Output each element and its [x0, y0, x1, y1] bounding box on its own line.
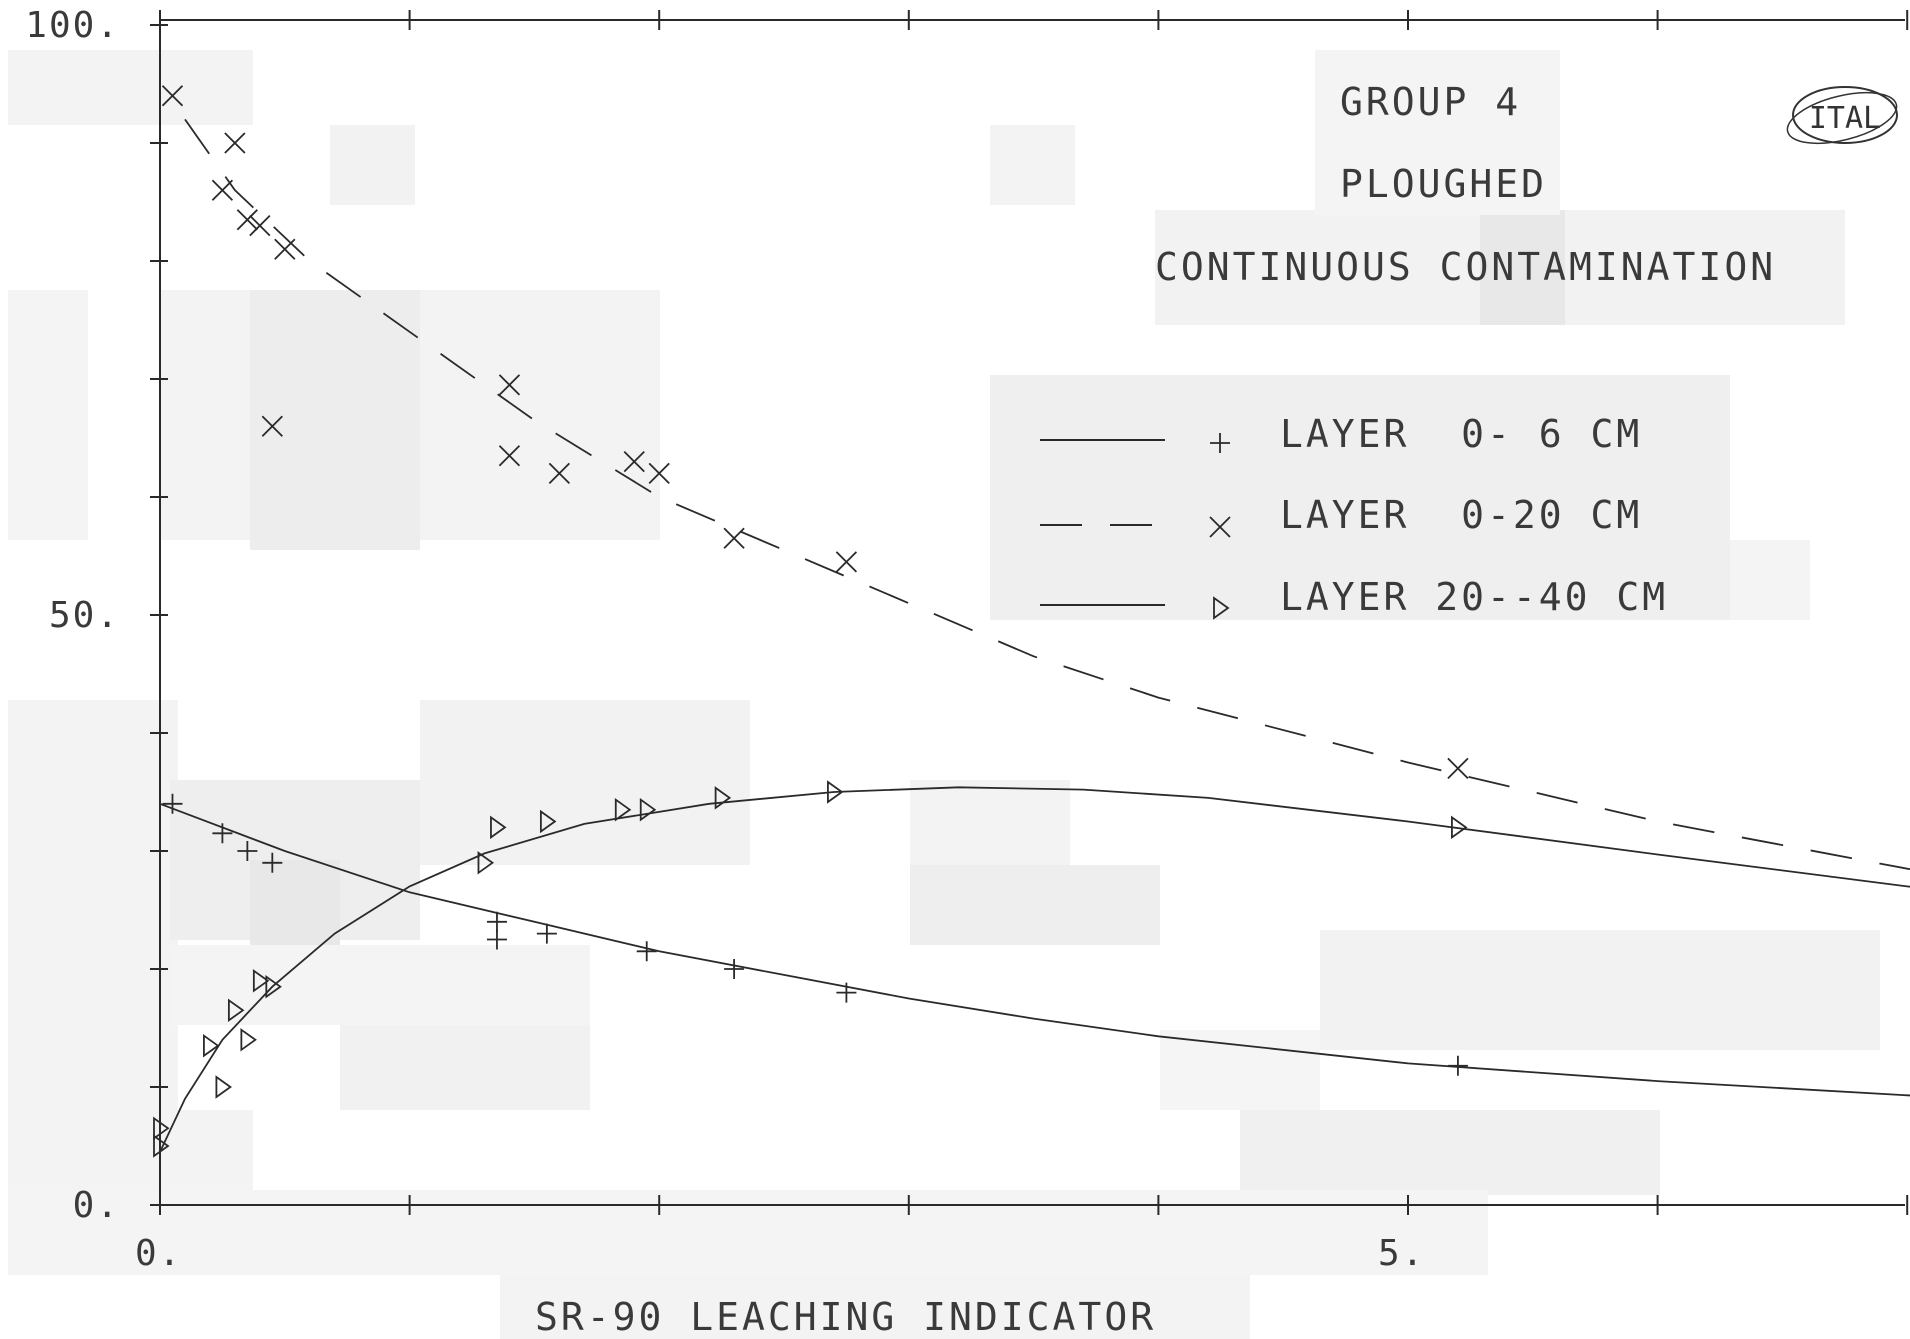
triangle-marker	[827, 780, 844, 804]
legend-entry-2: LAYER 0-20 CM	[1040, 493, 1642, 538]
x-marker	[723, 527, 745, 549]
plus-marker	[536, 923, 557, 944]
triangle-marker	[477, 851, 495, 875]
ital-logo-text: ITAL	[1809, 101, 1881, 136]
triangle-marker	[1213, 596, 1230, 620]
plus-marker	[162, 793, 183, 814]
triangle-marker	[265, 974, 282, 999]
legend-marker-2	[1209, 516, 1231, 538]
plus-marker	[724, 959, 745, 979]
legend-marker-1	[1210, 433, 1230, 453]
legend-marker-3	[1213, 596, 1230, 620]
triangle-marker	[215, 1075, 232, 1099]
tick-labels: 0.5.10.0.50.100.	[25, 5, 1425, 1274]
x-tick-label: 5.	[1378, 1233, 1425, 1274]
triangle-marker	[714, 786, 732, 810]
series-layer-0-20cm	[161, 85, 1910, 871]
legend: LAYER 0- 6 CM LAYER 0-20 CM LAYER 20--40…	[990, 375, 1730, 620]
x-marker	[623, 450, 645, 473]
triangle-marker	[1451, 815, 1468, 840]
plus-marker	[486, 911, 507, 932]
x-marker	[211, 179, 234, 201]
legend-background	[990, 375, 1730, 620]
triangle-marker	[153, 1116, 170, 1141]
plot-axes	[159, 19, 1905, 1206]
series-line-layer-0-6cm	[159, 802, 1910, 1097]
x-marker	[1209, 516, 1231, 538]
legend-label-3: LAYER 20--40 CM	[1280, 575, 1668, 619]
series-layer-20-40cm	[153, 780, 1910, 1158]
triangle-marker	[227, 998, 245, 1023]
triangle-marker	[252, 969, 270, 993]
x-tick-label: 0.	[135, 1233, 182, 1274]
title-line-3: CONTINUOUS CONTAMINATION	[1155, 245, 1776, 289]
y-tick-label: 100.	[25, 5, 120, 46]
plus-marker	[836, 982, 857, 1003]
plus-marker	[1447, 1055, 1468, 1076]
legend-entry-1: LAYER 0- 6 CM	[1040, 412, 1642, 456]
x-marker	[161, 85, 184, 107]
title-line-1: GROUP 4	[1340, 80, 1521, 124]
plus-marker	[636, 941, 657, 962]
series-line-layer-0-20cm	[184, 118, 1910, 871]
tick-marks	[150, 10, 1909, 1215]
y-tick-label: 0.	[73, 1185, 120, 1226]
x-marker	[835, 551, 858, 573]
y-tick-label: 50.	[49, 595, 120, 636]
x-axis-label: SR-90 LEACHING INDICATOR	[535, 1295, 1156, 1339]
triangle-marker	[614, 797, 632, 822]
x-marker	[548, 462, 570, 485]
x-marker	[1447, 757, 1469, 780]
legend-label-1: LAYER 0- 6 CM	[1280, 412, 1642, 456]
x-marker	[498, 374, 521, 396]
plus-marker	[486, 929, 507, 950]
plus-marker	[1210, 433, 1230, 453]
title-line-2: PLOUGHED	[1340, 162, 1547, 206]
x-marker	[274, 238, 296, 260]
x-marker	[236, 209, 258, 231]
ital-logo: ITAL	[1786, 86, 1898, 145]
x-marker	[648, 462, 670, 485]
triangle-marker	[203, 1033, 220, 1058]
legend-label-2: LAYER 0-20 CM	[1280, 493, 1642, 537]
series-line-layer-20-40cm	[159, 786, 1910, 1153]
triangle-marker	[539, 809, 557, 834]
triangle-marker	[639, 797, 657, 822]
plus-marker	[262, 852, 283, 873]
triangle-marker	[490, 815, 507, 840]
plus-marker	[237, 841, 258, 861]
series-layer	[153, 85, 1910, 1158]
triangle-marker	[240, 1028, 257, 1052]
triangle-marker	[153, 1134, 170, 1158]
x-marker	[249, 214, 271, 237]
x-marker	[261, 415, 283, 437]
x-marker	[224, 132, 246, 154]
legend-entry-3: LAYER 20--40 CM	[1040, 575, 1668, 620]
plus-marker	[212, 823, 233, 844]
x-marker	[498, 445, 521, 467]
series-layer-0-6cm	[159, 793, 1910, 1097]
